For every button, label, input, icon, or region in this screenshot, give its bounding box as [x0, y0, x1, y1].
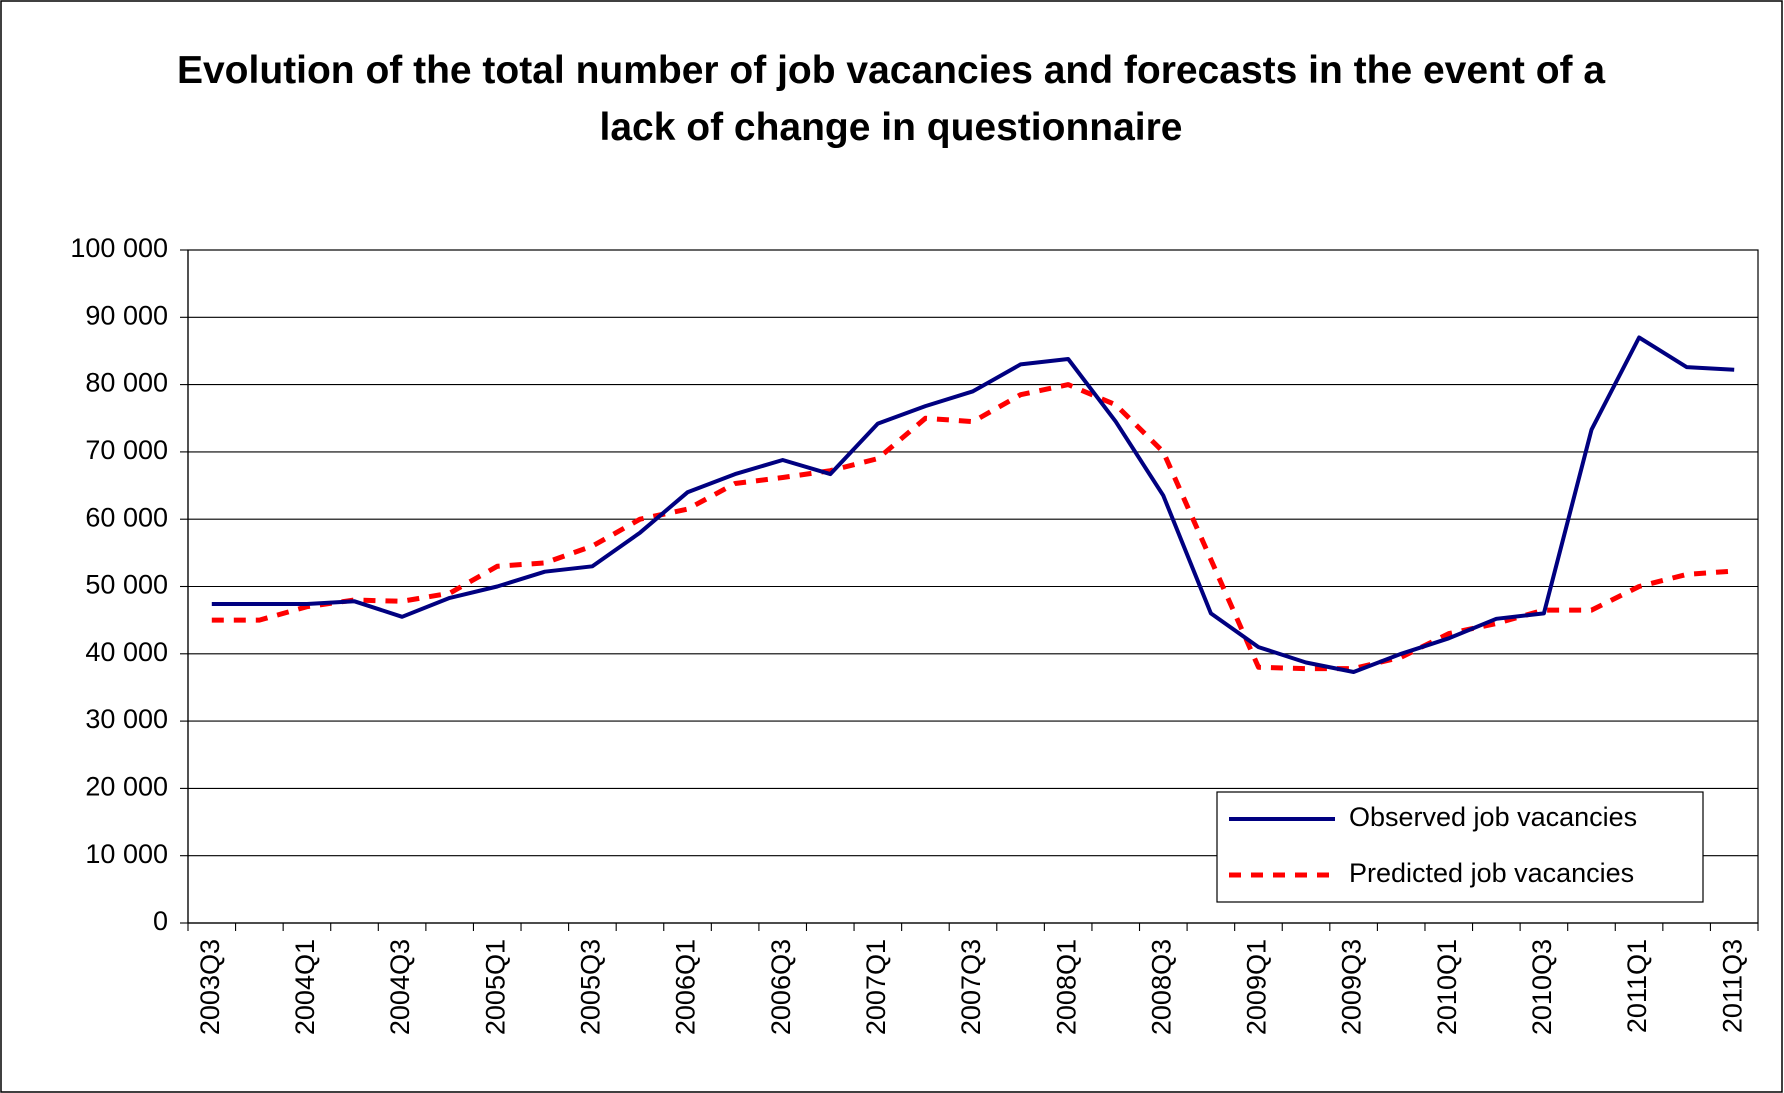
x-tick-label: 2006Q3 — [766, 939, 796, 1035]
y-tick-label: 100 000 — [70, 233, 168, 263]
y-tick-label: 90 000 — [85, 300, 168, 330]
x-tick-label: 2010Q1 — [1432, 939, 1462, 1035]
x-tick-label: 2007Q3 — [956, 939, 986, 1035]
series-line — [211, 335, 1735, 674]
legend-label: Predicted job vacancies — [1349, 858, 1634, 888]
x-tick-label: 2005Q1 — [480, 939, 510, 1035]
y-tick-label: 0 — [153, 906, 168, 936]
x-tick-label: 2009Q3 — [1337, 939, 1367, 1035]
x-tick-label: 2003Q3 — [195, 939, 225, 1035]
x-tick-label: 2007Q1 — [861, 939, 891, 1035]
y-tick-label: 80 000 — [85, 368, 168, 398]
y-tick-label: 10 000 — [85, 839, 168, 869]
y-tick-label: 30 000 — [85, 704, 168, 734]
legend-box — [1216, 791, 1704, 903]
y-tick-label: 20 000 — [85, 772, 168, 802]
x-tick-label: 2011Q1 — [1622, 939, 1652, 1033]
x-tick-label: 2011Q3 — [1717, 939, 1747, 1033]
y-tick-label: 70 000 — [85, 435, 168, 465]
x-tick-label: 2008Q3 — [1146, 939, 1176, 1035]
x-tick-label: 2006Q1 — [671, 939, 701, 1035]
x-tick-label: 2009Q1 — [1242, 939, 1272, 1035]
legend-label: Observed job vacancies — [1349, 802, 1637, 832]
y-tick-label: 40 000 — [85, 637, 168, 667]
x-tick-label: 2008Q1 — [1051, 939, 1081, 1035]
x-tick-label: 2005Q3 — [576, 939, 606, 1035]
x-tick-label: 2004Q1 — [290, 939, 320, 1035]
y-tick-label: 60 000 — [85, 502, 168, 532]
y-tick-label: 50 000 — [85, 570, 168, 600]
chart-title: Evolution of the total number of job vac… — [176, 49, 1606, 149]
x-tick-label: 2004Q3 — [385, 939, 415, 1035]
x-tick-label: 2010Q3 — [1527, 939, 1557, 1035]
